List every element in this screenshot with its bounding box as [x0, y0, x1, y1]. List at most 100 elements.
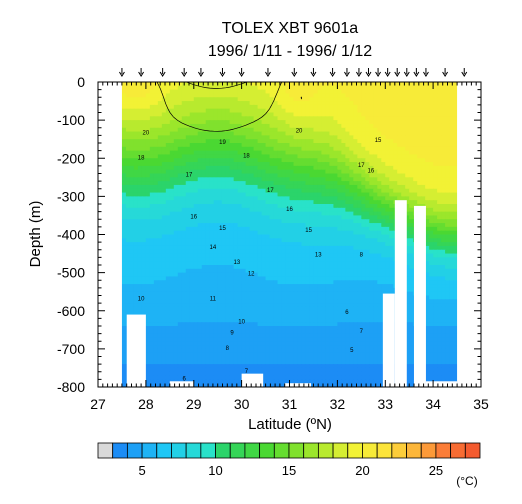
- field-cell: [173, 82, 179, 87]
- field-cell: [393, 127, 398, 133]
- field-cell: [297, 272, 303, 278]
- field-cell: [165, 177, 171, 182]
- field-cell: [385, 245, 390, 251]
- field-cell: [321, 158, 327, 163]
- field-cell: [305, 261, 311, 266]
- field-cell: [205, 196, 211, 201]
- field-cell: [161, 82, 167, 87]
- field-cell: [445, 116, 450, 121]
- field-cell: [349, 116, 354, 121]
- field-cell: [449, 116, 454, 121]
- field-cell: [429, 272, 434, 278]
- field-cell: [277, 200, 283, 205]
- field-cell: [273, 112, 279, 117]
- field-cell: [173, 131, 179, 136]
- field-cell: [233, 211, 239, 217]
- field-cell: [425, 150, 430, 156]
- field-cell: [425, 181, 430, 186]
- field-cell: [361, 165, 366, 171]
- field-cell: [285, 200, 291, 205]
- field-cell: [389, 272, 394, 278]
- field-cell: [381, 257, 386, 262]
- field-cell: [125, 131, 131, 136]
- field-cell: [401, 127, 406, 133]
- field-cell: [361, 123, 366, 129]
- field-cell: [185, 97, 191, 102]
- field-cell: [313, 268, 319, 274]
- field-cell: [301, 177, 307, 182]
- field-cell: [297, 127, 303, 133]
- field-cell: [269, 196, 275, 201]
- field-cell: [149, 223, 155, 228]
- field-cell: [445, 85, 450, 91]
- field-cell: [125, 177, 131, 182]
- field-cell: [273, 219, 279, 224]
- field-cell: [401, 162, 406, 167]
- field-cell: [337, 123, 342, 129]
- field-cell: [385, 192, 390, 197]
- field-cell: [409, 257, 414, 262]
- field-cell: [153, 169, 159, 175]
- field-cell: [193, 112, 199, 117]
- field-cell: [153, 276, 159, 281]
- field-cell: [297, 207, 303, 213]
- field-cell: [141, 245, 147, 251]
- field-cell: [129, 276, 135, 281]
- field-cell: [333, 104, 338, 110]
- field-cell: [313, 101, 319, 106]
- field-cell: [197, 135, 203, 140]
- field-cell: [417, 123, 422, 129]
- field-cell: [361, 276, 366, 281]
- field-cell: [385, 249, 390, 255]
- field-cell: [289, 184, 295, 190]
- field-cell: [373, 143, 378, 148]
- field-cell: [253, 150, 259, 156]
- field-cell: [369, 177, 374, 182]
- field-cell: [173, 234, 179, 239]
- field-cell: [141, 158, 147, 163]
- field-cell: [221, 112, 227, 117]
- field-cell: [253, 127, 259, 133]
- field-cell: [389, 104, 394, 110]
- field-cell: [373, 150, 378, 156]
- field-cell: [389, 249, 394, 255]
- field-cell: [121, 146, 127, 152]
- field-cell: [157, 143, 163, 148]
- field-cell: [129, 127, 135, 133]
- field-cell: [437, 184, 442, 190]
- field-cell: [377, 165, 382, 171]
- field-cell: [365, 196, 370, 201]
- field-cell: [409, 230, 414, 236]
- field-cell: [137, 104, 143, 110]
- field-cell: [145, 257, 151, 262]
- field-cell: [449, 261, 454, 266]
- field-cell: [429, 230, 434, 236]
- field-cell: [337, 169, 342, 175]
- field-cell: [281, 272, 287, 278]
- field-cell: [137, 204, 143, 209]
- field-cell: [221, 257, 227, 262]
- field-cell: [169, 204, 175, 209]
- field-cell: [313, 272, 319, 278]
- field-cell: [429, 120, 434, 125]
- field-cell: [257, 158, 263, 163]
- field-cell: [141, 223, 147, 228]
- field-cell: [421, 93, 426, 98]
- field-cell: [181, 261, 187, 266]
- field-cell: [153, 123, 159, 129]
- field-cell: [373, 211, 378, 217]
- field-cell: [445, 154, 450, 159]
- field-cell: [293, 184, 299, 190]
- field-cell: [345, 173, 350, 178]
- field-cell: [393, 108, 398, 114]
- field-cell: [361, 169, 366, 175]
- field-cell: [317, 207, 323, 213]
- field-cell: [305, 150, 311, 156]
- field-cell: [329, 101, 334, 106]
- field-cell: [309, 226, 315, 232]
- field-cell: [297, 226, 303, 232]
- field-cell: [417, 169, 422, 175]
- field-cell: [169, 104, 175, 110]
- field-cell: [201, 265, 207, 270]
- field-cell: [333, 261, 338, 266]
